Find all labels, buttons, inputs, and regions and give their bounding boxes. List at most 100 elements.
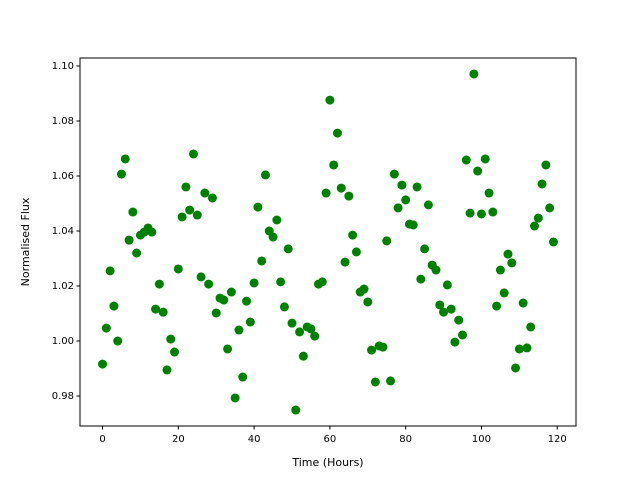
- data-point: [514, 344, 524, 354]
- data-point: [492, 301, 502, 311]
- y-tick-label: 1.06: [52, 171, 74, 182]
- data-point: [537, 179, 547, 189]
- data-point: [458, 330, 468, 340]
- data-point: [98, 359, 108, 369]
- data-point: [128, 207, 138, 217]
- data-point: [196, 272, 206, 282]
- data-point: [226, 287, 236, 297]
- data-point: [268, 232, 278, 242]
- data-point: [151, 304, 161, 314]
- data-point: [257, 256, 267, 266]
- data-point: [154, 279, 164, 289]
- data-point: [207, 193, 217, 203]
- data-point: [382, 236, 392, 246]
- data-point: [518, 298, 528, 308]
- data-point: [344, 191, 354, 201]
- data-point: [386, 376, 396, 386]
- data-point: [295, 327, 305, 337]
- data-point: [245, 317, 255, 327]
- data-point: [336, 183, 346, 193]
- data-point: [310, 331, 320, 341]
- data-point: [541, 160, 551, 170]
- y-tick-label: 1.10: [52, 61, 74, 72]
- data-point: [367, 345, 377, 355]
- data-point: [495, 265, 505, 275]
- data-point: [204, 279, 214, 289]
- data-point: [530, 221, 540, 231]
- data-point: [185, 205, 195, 215]
- data-point: [363, 297, 373, 307]
- data-point: [332, 128, 342, 138]
- y-tick-label: 1.00: [52, 336, 74, 347]
- data-point: [423, 200, 433, 210]
- data-point: [473, 166, 483, 176]
- data-point: [488, 207, 498, 217]
- data-point: [401, 195, 411, 205]
- data-point: [389, 169, 399, 179]
- data-point: [105, 266, 115, 276]
- data-point: [181, 182, 191, 192]
- data-point: [158, 307, 168, 317]
- data-point: [378, 342, 388, 352]
- data-point: [370, 377, 380, 387]
- data-point: [147, 227, 157, 237]
- y-tick-label: 1.08: [52, 116, 74, 127]
- data-point: [397, 180, 407, 190]
- data-point: [211, 308, 221, 318]
- data-point: [317, 277, 327, 287]
- y-tick-label: 1.04: [52, 226, 74, 237]
- data-point: [276, 277, 286, 287]
- data-point: [120, 154, 130, 164]
- data-point: [484, 188, 494, 198]
- data-point: [249, 278, 259, 288]
- data-point: [166, 334, 176, 344]
- data-point: [503, 249, 513, 259]
- data-point: [435, 300, 445, 310]
- data-point: [476, 209, 486, 219]
- x-tick-label: 120: [548, 434, 567, 445]
- data-point: [116, 169, 126, 179]
- x-tick-label: 60: [324, 434, 337, 445]
- data-point: [526, 322, 536, 332]
- data-point: [321, 188, 331, 198]
- data-point: [188, 149, 198, 159]
- data-point: [325, 95, 335, 105]
- data-point: [260, 170, 270, 180]
- data-point: [507, 258, 517, 268]
- data-point: [329, 160, 339, 170]
- data-point: [238, 372, 248, 382]
- data-point: [348, 230, 358, 240]
- data-point: [461, 155, 471, 165]
- y-tick-label: 0.98: [52, 391, 74, 402]
- data-point: [511, 363, 521, 373]
- data-point: [242, 296, 252, 306]
- data-point: [101, 323, 111, 333]
- data-point: [234, 325, 244, 335]
- data-point: [170, 347, 180, 357]
- data-point: [177, 212, 187, 222]
- data-point: [446, 304, 456, 314]
- data-point: [291, 405, 301, 415]
- data-point: [469, 69, 479, 79]
- y-tick-label: 1.02: [52, 281, 74, 292]
- data-point: [279, 302, 289, 312]
- x-tick-label: 20: [172, 434, 185, 445]
- data-point: [124, 235, 134, 245]
- data-point: [393, 203, 403, 213]
- x-tick-label: 0: [99, 434, 105, 445]
- data-point: [450, 337, 460, 347]
- data-point: [420, 244, 430, 254]
- axes-frame: [79, 57, 577, 427]
- data-point: [287, 318, 297, 328]
- data-point: [173, 264, 183, 274]
- data-point: [306, 324, 316, 334]
- y-axis-label: Normalised Flux: [19, 197, 32, 286]
- data-point: [408, 220, 418, 230]
- x-tick-label: 80: [399, 434, 412, 445]
- data-point: [412, 182, 422, 192]
- data-point: [298, 351, 308, 361]
- data-point: [230, 393, 240, 403]
- data-point: [113, 336, 123, 346]
- data-point: [109, 301, 119, 311]
- data-point: [533, 213, 543, 223]
